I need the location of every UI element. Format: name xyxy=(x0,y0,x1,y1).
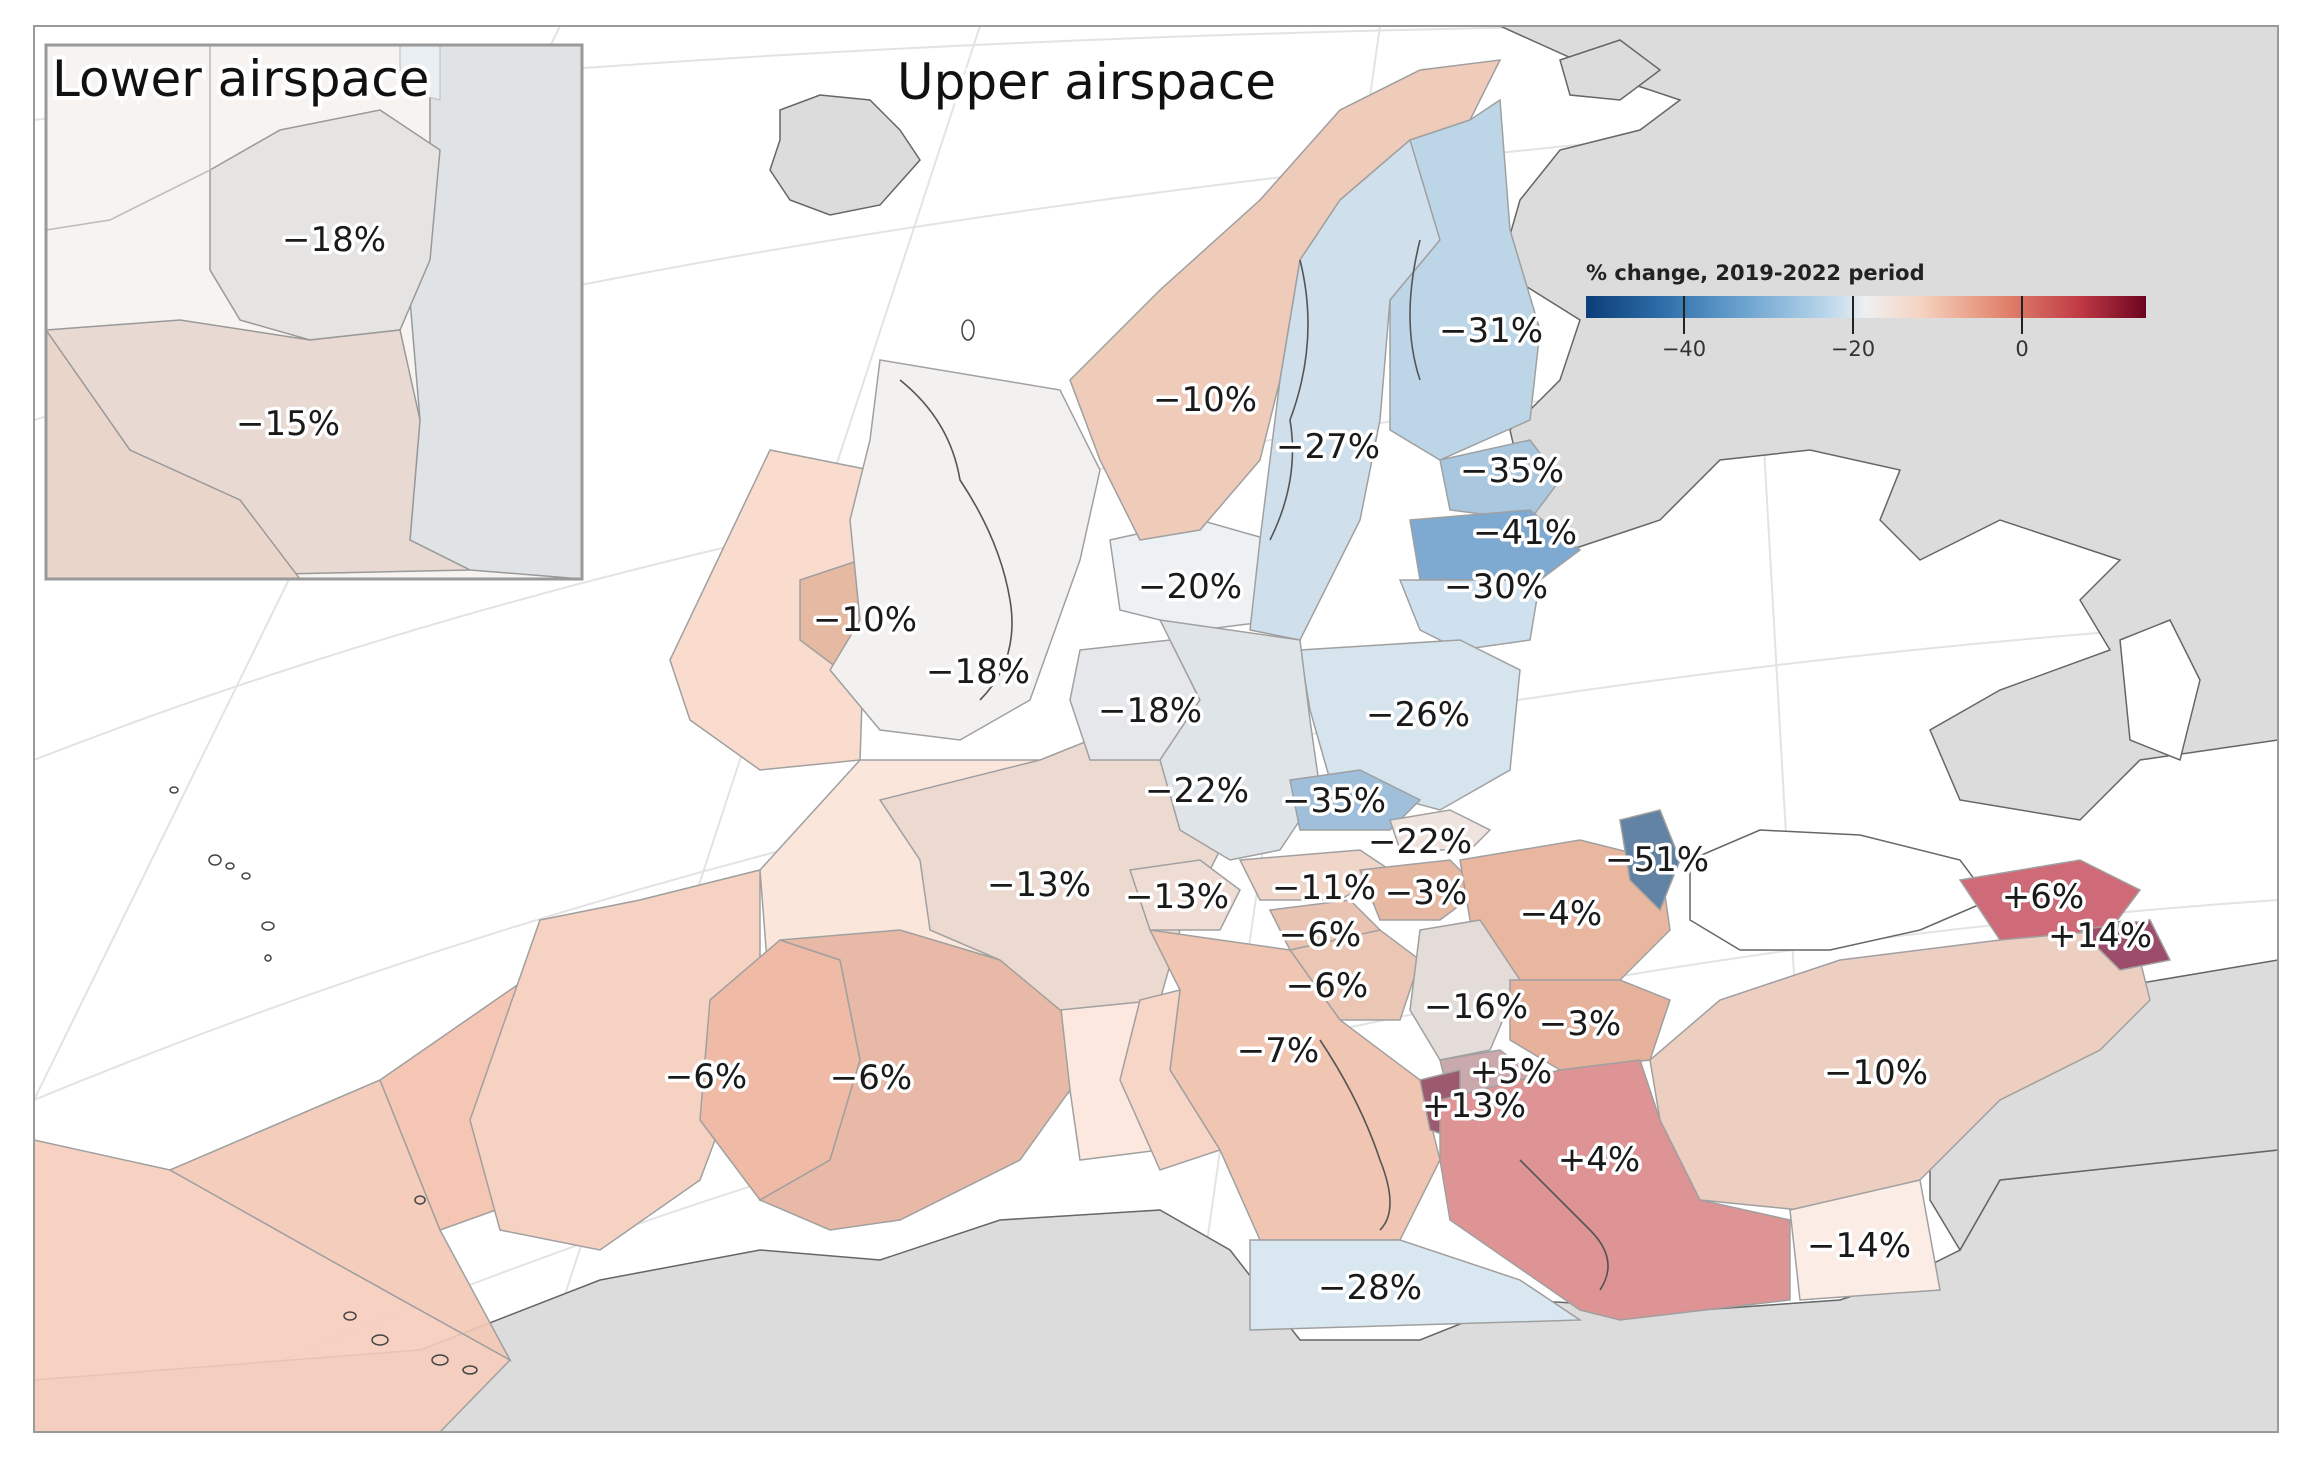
label-denmark: −20% xyxy=(1138,567,1242,607)
region-moldova xyxy=(1619,809,1681,912)
inset-region-east xyxy=(409,45,582,579)
label-greece: +4% xyxy=(1558,1140,1640,1180)
region-uk xyxy=(829,359,1101,741)
label-cyprus: −14% xyxy=(1807,1226,1911,1266)
region-hungary xyxy=(1358,859,1482,921)
region-georgia xyxy=(1958,859,2142,941)
region-greece xyxy=(1439,1059,1791,1321)
label-armenia: +14% xyxy=(2048,916,2152,956)
region-czechia xyxy=(1289,769,1422,831)
colorbar-tick-label: −20 xyxy=(1831,337,1875,361)
label-poland: −26% xyxy=(1366,695,1470,735)
label-bulgaria: −3% xyxy=(1539,1004,1621,1044)
label-moldova: −51% xyxy=(1605,840,1709,880)
inset-label-belgium: −15% xyxy=(236,404,340,444)
region-finland xyxy=(1389,98,1541,461)
label-switzerland: −13% xyxy=(1125,877,1229,917)
region-estonia xyxy=(1439,439,1561,521)
islands xyxy=(169,319,975,1375)
label-north-macedonia: +5% xyxy=(1470,1052,1552,1092)
label-estonia: −35% xyxy=(1460,451,1564,491)
label-norway: −10% xyxy=(1153,380,1257,420)
black-sea xyxy=(1689,829,1992,951)
label-slovakia: −22% xyxy=(1368,822,1472,862)
label-spain: −6% xyxy=(830,1058,912,1098)
inset-lower-airspace: Lower airspace −18% −15% xyxy=(44,43,584,581)
label-italy: −7% xyxy=(1237,1031,1319,1071)
label-romania: −4% xyxy=(1520,894,1602,934)
region-austria xyxy=(1238,849,1392,901)
label-germany: −22% xyxy=(1145,771,1249,811)
label-uk: −18% xyxy=(926,652,1030,692)
colorbar-tick-label: 0 xyxy=(2015,337,2028,361)
colorbar-title: % change, 2019-2022 period xyxy=(1586,261,1925,285)
label-sweden: −27% xyxy=(1276,427,1380,467)
region-poland xyxy=(1299,639,1521,811)
colorbar: % change, 2019-2022 period −40 −20 0 xyxy=(1586,261,2146,361)
region-armenia xyxy=(2078,919,2172,971)
label-benelux: −18% xyxy=(1098,691,1202,731)
main-title: Upper airspace xyxy=(897,53,1276,111)
colorbar-tick-label: −40 xyxy=(1662,337,1706,361)
region-turkey xyxy=(1649,919,2151,1211)
label-france: −13% xyxy=(987,865,1091,905)
map-frame xyxy=(33,25,2279,1433)
inset-title: Lower airspace xyxy=(52,50,429,108)
region-labels: −10% −27% −31% −35% −41% −30% −10% −18% … xyxy=(661,308,2155,1312)
fir-regions xyxy=(34,59,2172,1432)
label-finland: −31% xyxy=(1439,311,1543,351)
label-slovenia: −6% xyxy=(1279,915,1361,955)
label-serbia: −16% xyxy=(1424,987,1528,1027)
colorbar-gradient xyxy=(1586,296,2146,318)
region-malta xyxy=(1249,1239,1583,1331)
region-latvia xyxy=(1409,509,1582,581)
label-czechia: −35% xyxy=(1282,781,1386,821)
label-austria: −11% xyxy=(1272,868,1376,908)
label-latvia: −41% xyxy=(1473,513,1577,553)
label-ireland: −10% xyxy=(813,600,917,640)
label-malta: −28% xyxy=(1318,1268,1422,1308)
label-albania: +13% xyxy=(1422,1086,1526,1126)
region-switzerland xyxy=(1129,859,1241,931)
label-lithuania: −30% xyxy=(1444,567,1548,607)
region-germany xyxy=(1158,619,1321,861)
region-serbia xyxy=(1409,919,1521,1061)
region-slovakia xyxy=(1389,809,1492,851)
label-turkey: −10% xyxy=(1824,1053,1928,1093)
label-georgia: +6% xyxy=(2002,877,2084,917)
label-portugal: −6% xyxy=(665,1057,747,1097)
coastlines xyxy=(899,239,1609,1291)
inset-label-netherlands: −18% xyxy=(282,220,386,260)
region-cyprus xyxy=(1789,1179,1941,1301)
region-lithuania xyxy=(1398,579,1541,651)
inset-region-netherlands xyxy=(209,109,441,341)
label-hungary: −3% xyxy=(1385,873,1467,913)
label-croatia: −6% xyxy=(1286,966,1368,1006)
